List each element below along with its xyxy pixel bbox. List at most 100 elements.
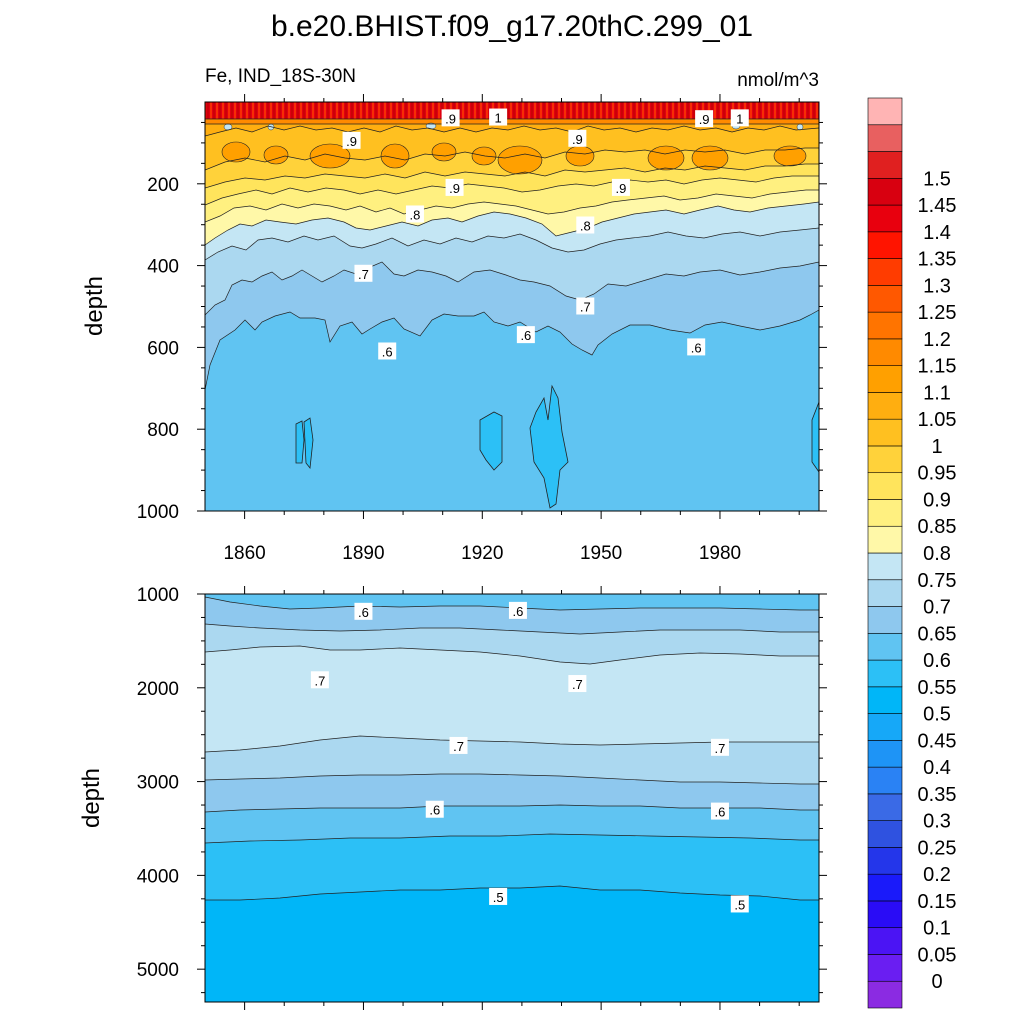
contour-label: .6 <box>425 800 444 818</box>
contour-label-text: .6 <box>382 344 393 359</box>
colorbar-swatch <box>867 820 903 848</box>
contour-label-box <box>687 338 706 356</box>
contour-label-text: .9 <box>445 111 456 126</box>
colorbar-tick-label: 0.95 <box>918 463 957 485</box>
y-tick-label: 4000 <box>137 866 179 887</box>
contour-label-text: 1 <box>736 111 743 126</box>
colorbar-swatch <box>867 980 903 1009</box>
contour-label-box <box>730 895 749 913</box>
upper-y-axis-label: depth <box>81 276 108 336</box>
y-tick-label: 3000 <box>137 773 179 794</box>
colorbar-tick-label: 1.3 <box>923 275 951 297</box>
colorbar-swatch <box>867 258 903 286</box>
contour-label-box <box>710 738 729 756</box>
contour-label: 1 <box>489 108 508 126</box>
contour-label-text: .7 <box>572 677 583 692</box>
colorbar-swatch <box>867 151 903 179</box>
colorbar-tick-label: 0.4 <box>923 757 951 779</box>
contour-label-box <box>354 602 373 620</box>
contour-label: .9 <box>695 110 714 128</box>
contour-label: .6 <box>710 802 729 820</box>
colorbar-swatch <box>867 954 903 982</box>
contour-label: .5 <box>489 887 508 905</box>
colorbar-tick-label: 0.8 <box>923 543 951 565</box>
contour-label-text: .7 <box>314 673 325 688</box>
x-tick-label: 1950 <box>580 543 622 564</box>
colorbar-tick-label: 0.2 <box>923 864 951 886</box>
colorbar-swatch <box>867 338 903 366</box>
contour-label-box <box>310 671 329 689</box>
colorbar-tick-label: 1.4 <box>923 222 951 244</box>
contour-label-text: .5 <box>493 890 504 905</box>
contour-label: .6 <box>508 601 527 619</box>
colorbar-swatch <box>867 847 903 875</box>
contour-label: 1 <box>730 109 749 127</box>
upper-panel: 200 400 600 800 1000 1860 1890 1920 1950 1980 .9 1… <box>81 94 827 564</box>
colorbar-tick-label: 1.15 <box>918 356 957 378</box>
contour-label-text: .7 <box>453 739 464 754</box>
contour-label-text: .8 <box>410 207 421 222</box>
colorbar-tick-label: 1.1 <box>923 382 951 404</box>
contour-label: .6 <box>354 602 373 620</box>
colorbar-tick-label: 0.3 <box>923 811 951 833</box>
contour-label-text: .7 <box>358 267 369 282</box>
x-tick-label: 1920 <box>461 543 503 564</box>
colorbar-swatch <box>867 311 903 340</box>
colorbar-tick-label: 0.5 <box>923 704 951 726</box>
contour-label-box <box>710 802 729 820</box>
contour-label-box <box>449 736 468 754</box>
colorbar-tick-label: 0.1 <box>923 918 951 940</box>
contour-label-box <box>576 216 595 234</box>
contour-label-box <box>611 178 630 196</box>
contour-label-box <box>568 129 587 147</box>
contour-label-text: .6 <box>691 340 702 355</box>
contour-label: .7 <box>710 738 729 756</box>
contour-label: .9 <box>611 178 630 196</box>
contour-label: .8 <box>405 205 424 223</box>
colorbar-tick-label: 0.45 <box>918 730 957 752</box>
contour-label: .9 <box>342 131 361 149</box>
y-tick-label: 800 <box>147 420 179 441</box>
contour-label: .7 <box>449 736 468 754</box>
colorbar-swatch <box>867 686 903 714</box>
lower-axis-ticks: 1000 2000 3000 4000 5000 <box>137 585 827 1010</box>
upper-contour-labels: .9 1 .9 1 .9 .9 .9 .9 .8 .8 .7 .7 .6 .6 .6 <box>342 108 749 360</box>
upper-contour-fills <box>205 102 819 511</box>
upper-axis-ticks: 200 400 600 800 1000 1860 1890 1920 1950 1980 <box>137 94 827 564</box>
contour-label-box <box>576 297 595 315</box>
contour-label-box <box>441 109 460 127</box>
lower-contour-labels: .6 .6 .7 .7 .7 .7 .6 .6 .5 .5 <box>310 601 749 913</box>
colorbar-tick-label: 0.75 <box>918 570 957 592</box>
colorbar-swatch <box>867 418 903 447</box>
contour-label-text: .6 <box>520 328 531 343</box>
chart-title: b.e20.BHIST.f09_g17.20thC.299_01 <box>271 10 753 43</box>
colorbar-tick-label: 0.15 <box>918 891 957 913</box>
contour-label-text: .9 <box>699 112 710 127</box>
contour-label-box <box>425 800 444 818</box>
colorbar-swatch <box>867 659 903 688</box>
colorbar-swatch <box>867 927 903 955</box>
colorbar-tick-label: 1.35 <box>918 249 957 271</box>
y-tick-label: 600 <box>147 338 179 359</box>
contour-label-text: .6 <box>513 604 524 619</box>
x-tick-label: 1980 <box>699 543 741 564</box>
colorbar-swatch <box>867 204 903 233</box>
contour-label-text: .7 <box>580 300 591 315</box>
colorbar-tick-label: 1.2 <box>923 329 951 351</box>
colorbar-tick-label: 1.25 <box>918 302 957 324</box>
colorbar-tick-label: 0.85 <box>918 516 957 538</box>
colorbar-swatch <box>867 606 903 634</box>
contour-label: .7 <box>310 671 329 689</box>
contour-label-text: 1 <box>495 111 502 126</box>
colorbar-tick-label: 0.6 <box>923 650 951 672</box>
y-tick-label: 400 <box>147 257 179 278</box>
colorbar-swatch <box>867 392 903 420</box>
colorbar-swatch <box>867 445 903 474</box>
contour-label-box <box>508 601 527 619</box>
colorbar-swatch <box>867 97 903 126</box>
colorbar-tick-label: 0.9 <box>923 489 951 511</box>
contour-label: .6 <box>516 326 535 344</box>
colorbar-tick-label: 0.55 <box>918 677 957 699</box>
y-tick-label: 2000 <box>137 679 179 700</box>
